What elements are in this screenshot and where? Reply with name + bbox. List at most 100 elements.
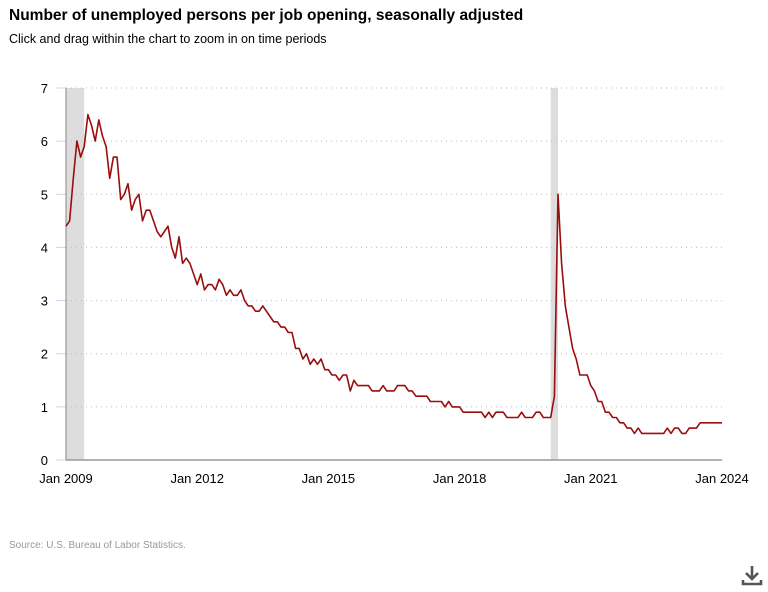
data-point [611, 415, 615, 419]
data-point [100, 134, 104, 138]
data-point [370, 389, 374, 393]
data-point [348, 389, 352, 393]
chart-subtitle: Click and drag within the chart to zoom … [9, 32, 327, 46]
download-icon[interactable] [740, 563, 764, 587]
data-point [268, 315, 272, 319]
data-point [148, 208, 152, 212]
data-point [341, 373, 345, 377]
data-point [414, 394, 418, 398]
data-point [202, 288, 206, 292]
y-tick-label: 3 [41, 294, 48, 309]
data-point [421, 394, 425, 398]
data-point [622, 421, 626, 425]
data-point [713, 421, 717, 425]
data-point [133, 198, 137, 202]
data-point [210, 283, 214, 287]
data-point [388, 389, 392, 393]
data-point [290, 330, 294, 334]
data-point [93, 139, 97, 143]
data-point [494, 410, 498, 414]
data-point [469, 410, 473, 414]
data-point [691, 426, 695, 430]
data-point [556, 192, 560, 196]
data-point [516, 415, 520, 419]
data-point [82, 144, 86, 148]
data-point [173, 256, 177, 260]
data-point [151, 219, 155, 223]
data-point [684, 431, 688, 435]
data-point [363, 384, 367, 388]
data-point [86, 113, 90, 117]
data-point [523, 415, 527, 419]
data-point [279, 325, 283, 329]
data-point [618, 421, 622, 425]
data-point [636, 426, 640, 430]
data-point [144, 208, 148, 212]
data-point [483, 415, 487, 419]
data-point [509, 415, 513, 419]
data-point [545, 415, 549, 419]
data-point [345, 373, 349, 377]
data-point [698, 421, 702, 425]
data-point [275, 320, 279, 324]
data-point [108, 176, 112, 180]
series-line [65, 113, 722, 435]
data-point [407, 389, 411, 393]
data-point [527, 415, 531, 419]
data-point [705, 421, 709, 425]
data-point [104, 144, 108, 148]
data-point [122, 192, 126, 196]
data-point [694, 426, 698, 430]
data-point [188, 261, 192, 265]
data-point [297, 346, 301, 350]
data-point [294, 346, 298, 350]
data-point [97, 118, 101, 122]
data-point [662, 431, 666, 435]
recession-shading [66, 88, 85, 460]
data-point [221, 283, 225, 287]
data-point [75, 139, 79, 143]
data-point [399, 384, 403, 388]
data-point [530, 415, 534, 419]
data-point [596, 400, 600, 404]
data-point [166, 224, 170, 228]
data-point [162, 229, 166, 233]
data-point [589, 384, 593, 388]
data-point [377, 389, 381, 393]
data-point [261, 304, 265, 308]
y-tick-label: 2 [41, 347, 48, 362]
data-point [443, 405, 447, 409]
data-point [235, 293, 239, 297]
data-point [308, 362, 312, 366]
data-point [195, 283, 199, 287]
data-point [680, 431, 684, 435]
data-point [567, 325, 571, 329]
data-point [720, 421, 724, 425]
data-point [392, 389, 396, 393]
data-point [217, 277, 221, 281]
line-chart[interactable]: 0 1 2 3 4 5 6 7 Jan 2009 Jan 2012 Jan 2015 Jan 201… [0, 0, 768, 540]
data-point [501, 410, 505, 414]
chart-title: Number of unemployed persons per job ope… [9, 7, 524, 24]
y-tick-label: 4 [41, 240, 48, 255]
data-point [603, 410, 607, 414]
data-point [654, 431, 658, 435]
data-point [90, 123, 94, 127]
data-point [640, 431, 644, 435]
data-point [264, 309, 268, 313]
data-point [141, 219, 145, 223]
data-point [177, 235, 181, 239]
data-point [356, 384, 360, 388]
x-tick-label: Jan 2018 [433, 471, 487, 486]
data-point [607, 410, 611, 414]
data-point [541, 415, 545, 419]
data-point [665, 426, 669, 430]
data-point [454, 405, 458, 409]
data-point [552, 394, 556, 398]
data-point [592, 389, 596, 393]
data-point [432, 400, 436, 404]
data-point [538, 410, 542, 414]
source-note: Source: U.S. Bureau of Labor Statistics. [9, 540, 186, 551]
data-point [673, 426, 677, 430]
data-point [206, 283, 210, 287]
